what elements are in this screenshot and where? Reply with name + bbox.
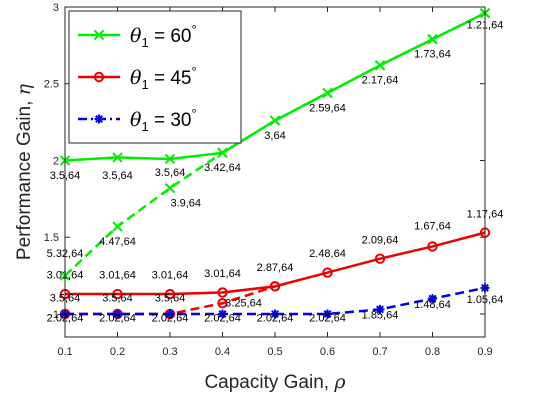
- data-labels: 3.5,64 3.5,64 3.5,64 3.42,64 3,64 2.59,64 2.17…: [47, 19, 504, 324]
- x-tick-label-1: 0.2: [110, 346, 125, 358]
- series-1-data-label-7: 1.67,64: [414, 221, 451, 233]
- series-2-dashed-point-3: [218, 309, 227, 319]
- legend-marker-1: [93, 71, 105, 83]
- legend-label-0: θ1 = 60°: [130, 22, 197, 50]
- y-axis-label-text: Performance Gain,: [14, 95, 35, 260]
- legend-entry-0: θ1 = 60°: [78, 22, 197, 50]
- series-2-data-label-7: 1.48,64: [414, 299, 451, 311]
- series-0-data-label-7: 1.73,64: [414, 49, 451, 61]
- legend-label-1: θ1 = 45°: [130, 64, 197, 92]
- x-tick-label-8: 0.9: [477, 346, 492, 358]
- y-tick-label-4: 3: [53, 2, 59, 14]
- series-1-solid-point-5: [322, 267, 333, 278]
- legend: θ1 = 60°θ1 = 45°θ1 = 30°: [68, 10, 242, 144]
- series-0-dashed-point-2: [164, 182, 176, 194]
- legend-subscript-1: 1: [141, 77, 148, 92]
- series-1-dashed-point-3: [217, 298, 228, 309]
- legend-degree-1: °: [191, 64, 196, 79]
- series-2-data-label-6: 1.85,64: [362, 310, 399, 322]
- y-tick-label-2: 2: [53, 155, 59, 167]
- plot-frame: [64, 6, 486, 338]
- series-0-data-label-2: 3.5,64: [155, 167, 186, 179]
- series-1-data-label-6: 2.09,64: [362, 234, 399, 246]
- y-tick-label-0: 1: [53, 309, 59, 321]
- series-2-data-label-2: 2.02,64: [152, 313, 189, 325]
- legend-degree-2: °: [191, 106, 196, 121]
- series-0-solid-point-3: [217, 147, 228, 159]
- x-tick-label-2: 0.3: [162, 346, 177, 358]
- series-2-data-label-4: 2.02,64: [257, 313, 294, 325]
- legend-value-0: = 60: [149, 26, 192, 47]
- series-1-solid-point-6: [374, 253, 386, 264]
- x-axis-label-text: Capacity Gain,: [204, 372, 334, 393]
- legend-entry-2: θ1 = 30°: [78, 106, 197, 134]
- series-0-data-label-9: 3.9,64: [170, 198, 201, 210]
- legend-theta-2: θ: [130, 109, 142, 131]
- series-1-data-label-12: 3.25,64: [225, 297, 262, 309]
- legend-entry-1: θ1 = 45°: [78, 64, 197, 92]
- series-1-solid-line: [65, 231, 486, 296]
- legend-subscript-2: 1: [141, 119, 148, 134]
- series-0-solid-point-1: [112, 152, 123, 163]
- x-tick-label-5: 0.6: [320, 346, 335, 358]
- series-1-data-label-2: 3.01,64: [152, 270, 189, 282]
- x-tick-label-4: 0.5: [267, 346, 282, 358]
- series-2-data-label-3: 2.02,64: [204, 313, 241, 325]
- series-1-data-label-10: 3.5,64: [102, 293, 133, 305]
- series-1-solid-point-3: [217, 287, 228, 298]
- y-tick-label-3: 2.5: [44, 79, 59, 91]
- series-0-solid-point-5: [322, 87, 333, 99]
- series-2-dashed-point-6: [375, 304, 385, 314]
- x-tick-label-7: 0.8: [425, 346, 440, 358]
- series-1-data-label-5: 2.48,64: [309, 248, 346, 260]
- series-1-data-label-3: 3.01,64: [204, 268, 241, 280]
- x-axis-ticks: 0.1 0.2 0.3 0.4 0.5 0.6 0.7 0.8 0.9: [57, 7, 493, 358]
- series-2-dashed-point-2: [165, 309, 175, 319]
- y-axis-label: Performance Gain, η: [13, 83, 35, 260]
- series-1-solid-point-1: [112, 288, 123, 300]
- series-0-data-label-4: 3,64: [264, 130, 285, 142]
- series-1-data-label-1: 3.01,64: [99, 270, 136, 282]
- series-1-solid-point-2: [164, 288, 176, 300]
- series-0-solid-point-6: [374, 60, 386, 71]
- series-2-data-label-5: 2.02,64: [309, 313, 346, 325]
- x-axis-label: Capacity Gain, ρ: [204, 371, 346, 393]
- legend-label-2: θ1 = 30°: [130, 106, 197, 134]
- legend-theta-1: θ: [130, 67, 142, 89]
- series-0-dashed-point-1: [112, 221, 123, 232]
- series-1-data-label-4: 2.87,64: [257, 262, 294, 274]
- series-0-data-label-3: 3.42,64: [204, 162, 241, 174]
- series-1-data-label-11: 3.5,64: [155, 293, 186, 305]
- series-0-data-label-1: 3.5,64: [102, 170, 133, 182]
- x-tick-label-3: 0.4: [215, 346, 230, 358]
- series-0-solid-point-7: [427, 34, 438, 45]
- y-tick-label-1: 1.5: [44, 232, 59, 244]
- x-axis-label-symbol: ρ: [333, 371, 346, 393]
- series-0-data-label-5: 2.59,64: [309, 102, 346, 114]
- legend-marker-2: [94, 114, 104, 124]
- series-1-solid-point-4: [269, 281, 281, 292]
- series-2-data-label-1: 2.02,64: [99, 313, 136, 325]
- series-2-dashed-point-1: [113, 309, 122, 319]
- series-2-dashed-point-5: [323, 309, 332, 319]
- series-2-dashed-point-7: [428, 294, 437, 304]
- series-2-dashed-point-4: [270, 309, 280, 319]
- legend-degree-0: °: [191, 22, 196, 37]
- x-tick-label-0: 0.1: [57, 346, 72, 358]
- series-0: [59, 7, 491, 281]
- legend-value-2: = 30: [149, 110, 192, 131]
- legend-theta-0: θ: [130, 25, 142, 47]
- series-0-solid-point-4: [269, 115, 281, 126]
- series-0-solid-point-2: [164, 153, 176, 165]
- x-tick-label-6: 0.7: [372, 346, 387, 358]
- y-axis-label-symbol: η: [13, 83, 35, 95]
- series-1-solid-point-7: [427, 241, 438, 252]
- legend-value-1: = 45: [149, 68, 192, 89]
- series-0-data-label-10: 4.47,64: [99, 236, 136, 248]
- legend-marker-0: [93, 29, 105, 41]
- series-0-data-label-6: 2.17,64: [362, 75, 399, 87]
- legend-subscript-0: 1: [141, 35, 148, 50]
